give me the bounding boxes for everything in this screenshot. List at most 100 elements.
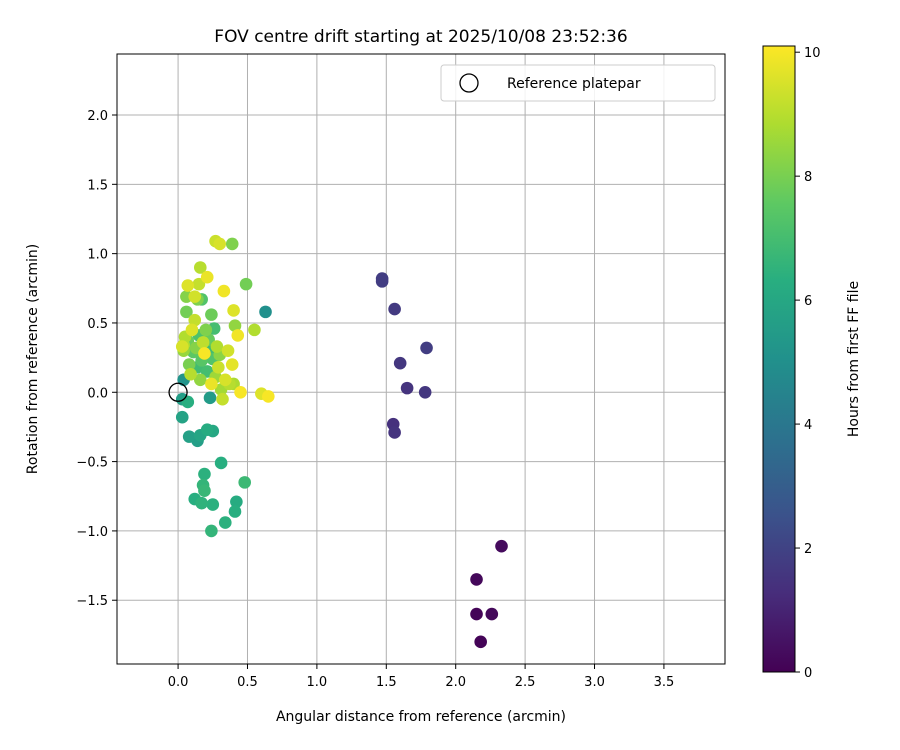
data-point [182,358,196,371]
colorbar-gradient [763,46,795,672]
x-tick-label: 1.0 [307,675,328,690]
data-point [393,356,407,370]
colorbar-tick-label: 4 [804,418,812,433]
data-point [388,426,401,439]
data-point [175,410,189,424]
data-point [192,277,206,291]
data-point [375,275,389,288]
data-point [175,340,189,353]
data-point [227,304,240,317]
colorbar-label: Hours from first FF file [846,281,862,437]
colorbar-ticks: 0 2 4 6 8 10 [795,46,821,681]
y-tick-label: −1.0 [76,525,108,540]
x-axis-label: Angular distance from reference (arcmin) [276,709,566,725]
data-point [216,392,229,406]
data-point [420,341,433,355]
x-tick-label: 3.0 [584,675,605,690]
data-point [228,319,242,333]
y-tick-label: −1.5 [76,594,108,609]
legend-box [440,64,716,102]
scatter-points [175,234,508,649]
data-point [470,607,483,621]
data-point [181,395,195,409]
data-point [230,495,243,509]
colorbar-tick-label: 0 [804,666,812,681]
data-point [228,505,242,518]
data-point [184,367,197,381]
data-point [182,430,196,443]
data-point [495,539,508,553]
y-tick-label: 2.0 [87,109,108,124]
data-point [188,290,202,303]
x-tick-label: 0.0 [168,675,189,690]
legend-label: Reference platepar [507,76,641,92]
data-point [221,344,235,357]
data-point [210,340,224,353]
colorbar: 0 2 4 6 8 10 Hours from first FF file [762,45,862,681]
data-point [198,484,211,498]
data-point [185,323,199,337]
data-point [238,476,252,489]
data-point [199,323,213,337]
chart-title: FOV centre drift starting at 2025/10/08 … [214,27,627,47]
data-point [418,385,432,399]
grid: 0.0 0.5 1.0 1.5 2.0 2.5 3.0 3.5 −1.5 −1.0 −0.5 0.0 0… [76,54,725,690]
data-point [188,313,202,327]
data-point [225,237,239,251]
y-tick-label: 0.0 [87,386,108,401]
y-tick-label: 1.0 [87,248,108,263]
data-point [205,377,218,391]
colorbar-tick-label: 8 [804,170,812,185]
data-point [214,456,228,470]
data-point [180,305,193,319]
colorbar-tick-label: 10 [804,46,821,61]
data-point [225,358,239,371]
data-point [196,336,210,349]
x-tick-label: 2.5 [515,675,536,690]
data-point [200,270,214,284]
colorbar-tick-label: 6 [804,294,812,309]
data-point [262,390,275,403]
colorbar-tick-label: 2 [804,542,812,557]
data-point [239,277,253,291]
data-point [193,261,207,274]
colorbar-frame [762,45,796,673]
data-point [206,498,220,511]
data-point [200,423,214,437]
data-point [213,237,227,251]
data-point [259,305,272,319]
x-tick-label: 2.0 [445,675,466,690]
data-point [205,524,218,538]
data-point [485,607,499,621]
data-point [248,323,261,337]
x-tick-label: 1.5 [376,675,397,690]
legend: Reference platepar [440,64,716,102]
y-tick-label: 0.5 [87,317,108,332]
data-point [234,385,247,399]
data-point [198,467,211,481]
data-point [231,329,245,342]
y-tick-label: 1.5 [87,178,108,193]
data-point [195,496,208,510]
data-point [198,347,211,360]
data-point [218,373,232,387]
reference-platepar-marker [168,382,188,402]
data-point [400,381,414,395]
data-point [203,391,217,405]
y-axis-label: Rotation from reference (arcmin) [25,244,41,474]
data-point [205,308,218,321]
data-point [181,279,195,292]
data-point [474,635,487,649]
data-point [217,284,231,298]
data-point [470,573,483,586]
data-point [218,516,232,529]
data-point [193,373,207,387]
legend-marker [459,73,479,93]
x-tick-label: 3.5 [654,675,675,690]
y-tick-label: −0.5 [76,456,108,471]
x-tick-label: 0.5 [237,675,258,690]
plot-frame [116,53,726,665]
data-point [388,302,401,316]
